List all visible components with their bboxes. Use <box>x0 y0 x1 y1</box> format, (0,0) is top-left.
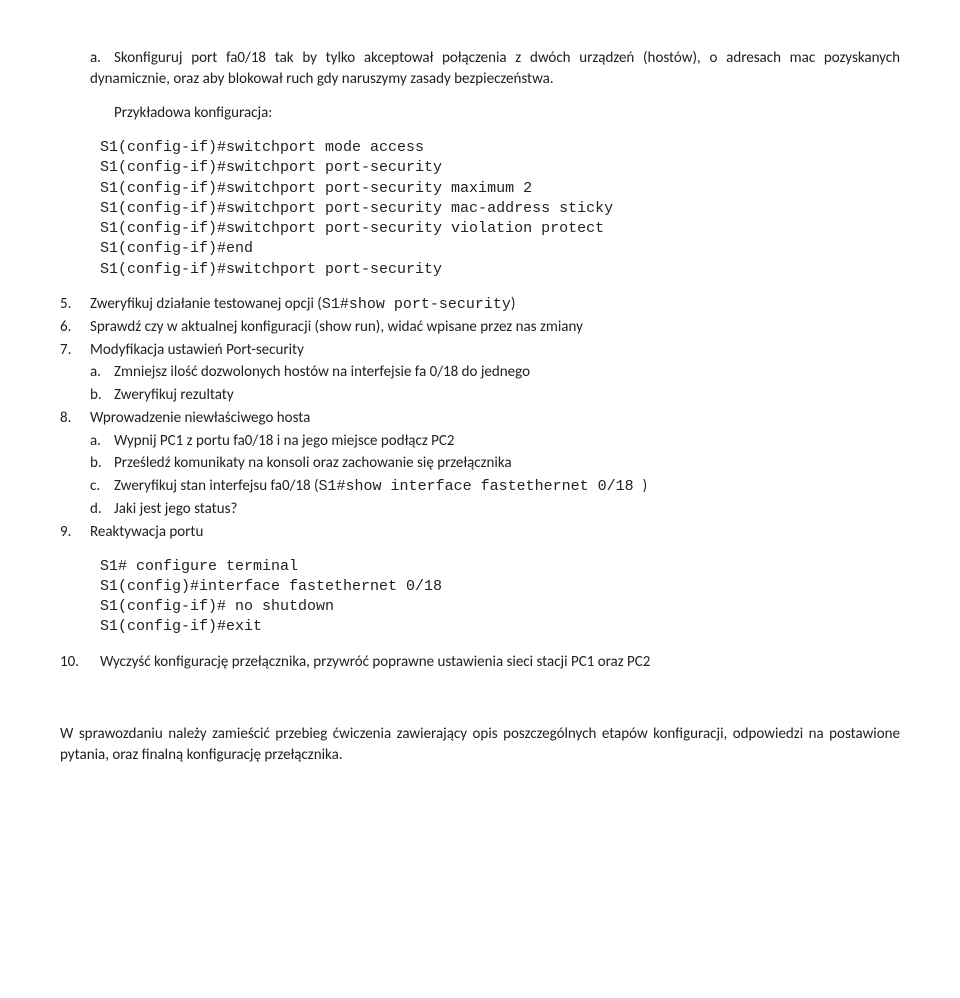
code-line: S1(config-if)#exit <box>100 617 900 637</box>
sub-body: Jaki jest jego status? <box>114 499 900 520</box>
step-number: 10. <box>60 652 100 673</box>
example-label: Przykładowa konfiguracja: <box>114 103 900 124</box>
step-8: 8. Wprowadzenie niewłaściwego hosta <box>60 408 900 429</box>
step-body: Reaktywacja portu <box>90 522 900 543</box>
code-line: S1(config)#interface fastethernet 0/18 <box>100 577 900 597</box>
step-body: Wprowadzenie niewłaściwego hosta <box>90 408 900 429</box>
code-line: S1(config-if)#switchport port-security <box>100 158 900 178</box>
item-a-text: Skonfiguruj port fa0/18 tak by tylko akc… <box>90 49 900 88</box>
step-5: 5. Zweryfikuj działanie testowanej opcji… <box>60 294 900 315</box>
closing-paragraph: W sprawozdaniu należy zamieścić przebieg… <box>60 724 900 765</box>
step-7b: b. Zweryfikuj rezultaty <box>90 385 900 406</box>
step-6: 6. Sprawdź czy w aktualnej konfiguracji … <box>60 317 900 338</box>
sub-body: Zweryfikuj rezultaty <box>114 385 900 406</box>
sub-body: Zweryfikuj stan interfejsu fa0/18 (S1#sh… <box>114 476 900 497</box>
step-5-text-b: ) <box>511 295 516 313</box>
code-line: S1(config-if)#switchport port-security v… <box>100 219 900 239</box>
sub-body: Prześledź komunikaty na konsoli oraz zac… <box>114 453 900 474</box>
step-body: Zweryfikuj działanie testowanej opcji (S… <box>90 294 900 315</box>
step-number: 7. <box>60 340 90 361</box>
step-5-text-a: Zweryfikuj działanie testowanej opcji ( <box>90 295 322 313</box>
sub-marker: b. <box>90 385 114 406</box>
code-line: S1# configure terminal <box>100 557 900 577</box>
step-body: Wyczyść konfigurację przełącznika, przyw… <box>100 652 900 673</box>
step-7: 7. Modyfikacja ustawień Port-security <box>60 340 900 361</box>
code-line: S1(config-if)#switchport port-security <box>100 260 900 280</box>
step-9: 9. Reaktywacja portu <box>60 522 900 543</box>
step-5-code: S1#show port-security <box>322 296 511 313</box>
config-block-2: S1# configure terminal S1(config)#interf… <box>100 557 900 638</box>
step-body: Sprawdź czy w aktualnej konfiguracji (sh… <box>90 317 900 338</box>
code-line: S1(config-if)# no shutdown <box>100 597 900 617</box>
step-8c-text-a: Zweryfikuj stan interfejsu fa0/18 ( <box>114 477 319 495</box>
item-a-marker: a. <box>90 48 114 69</box>
step-number: 8. <box>60 408 90 429</box>
code-line: S1(config-if)#switchport port-security m… <box>100 179 900 199</box>
step-8b: b. Prześledź komunikaty na konsoli oraz … <box>90 453 900 474</box>
item-a: a.Skonfiguruj port fa0/18 tak by tylko a… <box>90 48 900 89</box>
sub-marker: b. <box>90 453 114 474</box>
code-line: S1(config-if)#switchport mode access <box>100 138 900 158</box>
sub-body: Zmniejsz ilość dozwolonych hostów na int… <box>114 362 900 383</box>
code-line: S1(config-if)#switchport port-security m… <box>100 199 900 219</box>
sub-marker: a. <box>90 362 114 383</box>
sub-marker: c. <box>90 476 114 497</box>
step-number: 6. <box>60 317 90 338</box>
step-8d: d. Jaki jest jego status? <box>90 499 900 520</box>
sub-marker: d. <box>90 499 114 520</box>
step-8c-text-b: ) <box>643 477 648 495</box>
step-8c-code: S1#show interface fastethernet 0/18 <box>319 478 643 495</box>
sub-marker: a. <box>90 431 114 452</box>
step-8c: c. Zweryfikuj stan interfejsu fa0/18 (S1… <box>90 476 900 497</box>
step-number: 9. <box>60 522 90 543</box>
config-block-1: S1(config-if)#switchport mode access S1(… <box>100 138 900 280</box>
step-8a: a. Wypnij PC1 z portu fa0/18 i na jego m… <box>90 431 900 452</box>
step-number: 5. <box>60 294 90 315</box>
step-body: Modyfikacja ustawień Port-security <box>90 340 900 361</box>
step-7a: a. Zmniejsz ilość dozwolonych hostów na … <box>90 362 900 383</box>
step-10: 10. Wyczyść konfigurację przełącznika, p… <box>60 652 900 673</box>
code-line: S1(config-if)#end <box>100 239 900 259</box>
sub-body: Wypnij PC1 z portu fa0/18 i na jego miej… <box>114 431 900 452</box>
